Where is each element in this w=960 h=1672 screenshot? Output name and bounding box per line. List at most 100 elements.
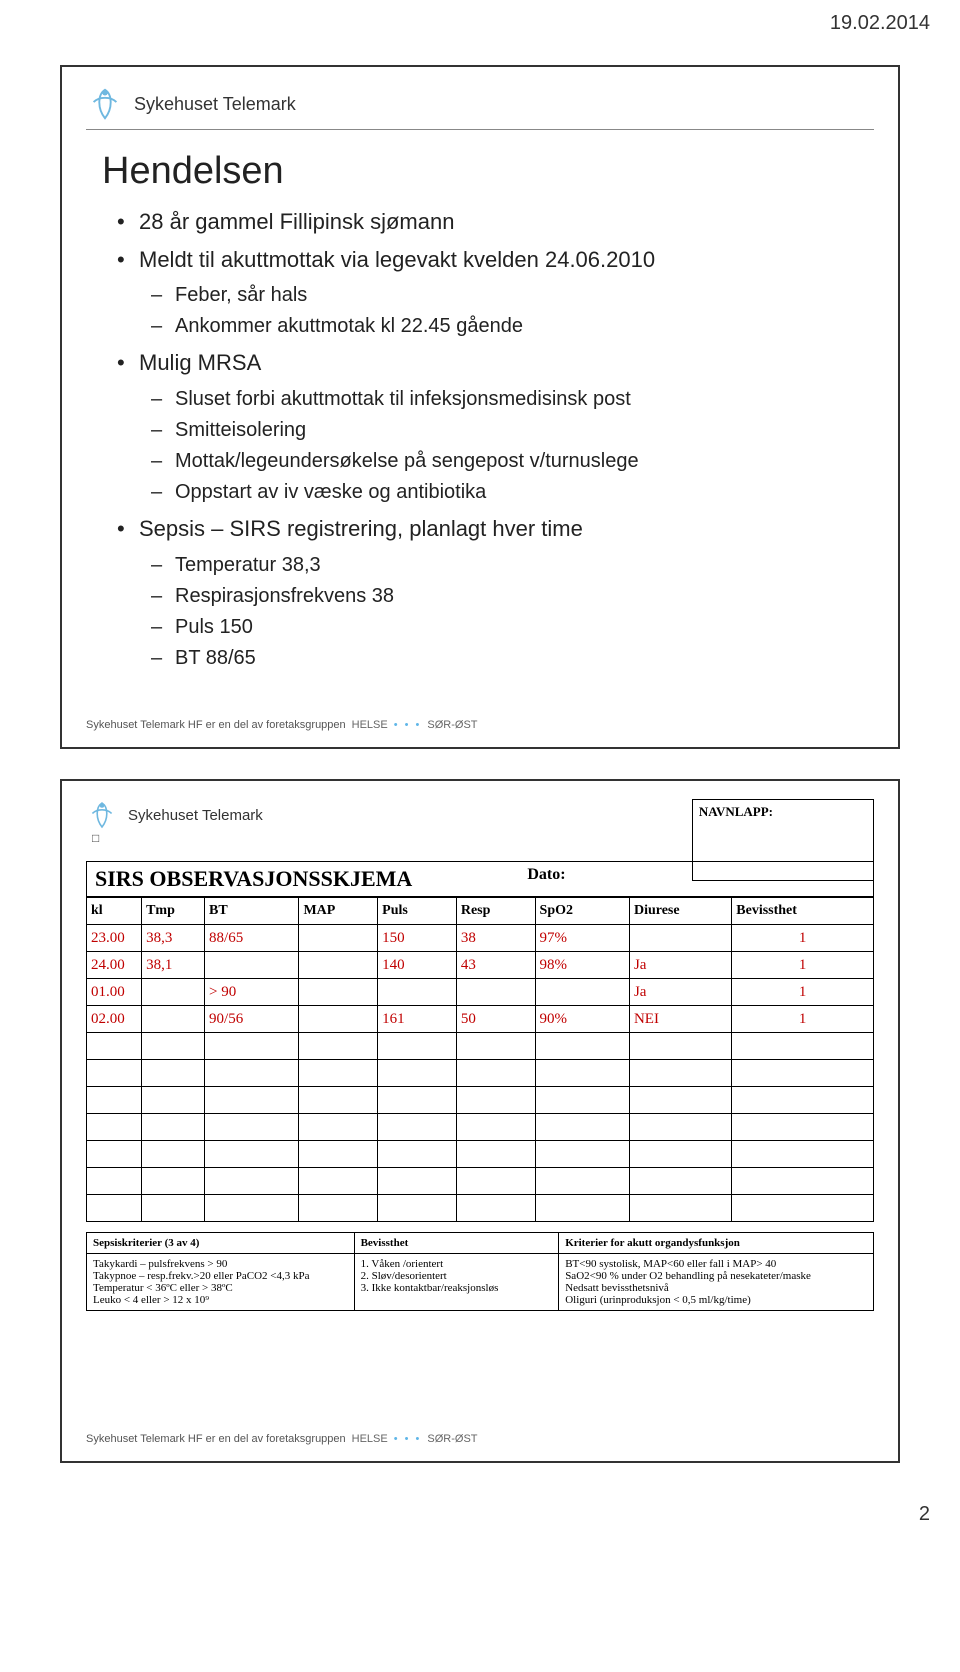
crit-head-3: Kriterier for akutt organdysfunksjon: [559, 1233, 874, 1254]
cell: Ja: [629, 979, 731, 1006]
bullet: Meldt til akuttmottak via legevakt kveld…: [117, 245, 843, 275]
cell: 140: [378, 952, 457, 979]
logo-text: Sykehuset Telemark: [134, 94, 296, 115]
form-title: SIRS OBSERVASJONSSKJEMA: [95, 866, 412, 892]
hospital-logo-icon: [86, 85, 124, 123]
bullet: Ankommer akuttmotak kl 22.45 gående: [117, 313, 843, 340]
cell: 38,1: [142, 952, 205, 979]
cell: 98%: [535, 952, 629, 979]
cell: [299, 979, 378, 1006]
logo: Sykehuset Telemark: [86, 85, 874, 123]
cell: [378, 979, 457, 1006]
bullet-list: 28 år gammel Fillipinsk sjømann Meldt ti…: [62, 207, 898, 672]
divider: [86, 129, 874, 130]
cell: 1: [732, 979, 874, 1006]
criteria-table: Sepsiskriterier (3 av 4) Bevissthet Krit…: [86, 1232, 874, 1311]
table-row: [87, 1141, 874, 1168]
cell: [535, 979, 629, 1006]
table-row: 23.00 38,3 88/65 150 38 97% 1: [87, 925, 874, 952]
table-row: 02.00 90/56 161 50 90% NEI 1: [87, 1006, 874, 1033]
col-spo2: SpO2: [535, 898, 629, 925]
cell: 161: [378, 1006, 457, 1033]
table-row: [87, 1168, 874, 1195]
footer-text: Sykehuset Telemark HF er en del av foret…: [86, 1433, 346, 1445]
bullet: Sepsis – SIRS registrering, planlagt hve…: [117, 514, 843, 544]
bullet: Oppstart av iv væske og antibiotika: [117, 479, 843, 506]
observation-table: kl Tmp BT MAP Puls Resp SpO2 Diurese Bev…: [86, 897, 874, 1222]
cell: 38: [456, 925, 535, 952]
cell: [629, 925, 731, 952]
cell: > 90: [205, 979, 299, 1006]
crit-cell-2: 1. Våken /orientert 2. Sløv/desorientert…: [354, 1254, 559, 1311]
bullet: Mottak/legeundersøkelse på sengepost v/t…: [117, 448, 843, 475]
cell: 43: [456, 952, 535, 979]
col-puls: Puls: [378, 898, 457, 925]
cell: 88/65: [205, 925, 299, 952]
bullet: Respirasjonsfrekvens 38: [117, 583, 843, 610]
bullet: BT 88/65: [117, 645, 843, 672]
table-row: 01.00 > 90 Ja 1: [87, 979, 874, 1006]
bullet: Temperatur 38,3: [117, 552, 843, 579]
cell: [205, 952, 299, 979]
col-kl: kl: [87, 898, 142, 925]
bullet: Mulig MRSA: [117, 348, 843, 378]
crit-cell-1: Takykardi – pulsfrekvens > 90 Takypnoe –…: [87, 1254, 355, 1311]
footer-sorost: SØR-ØST: [427, 719, 477, 731]
cell: 97%: [535, 925, 629, 952]
cell: 02.00: [87, 1006, 142, 1033]
table-row: [87, 1087, 874, 1114]
cell: NEI: [629, 1006, 731, 1033]
slide-1: Sykehuset Telemark Hendelsen 28 år gamme…: [60, 65, 900, 749]
logo-text: Sykehuset Telemark: [128, 807, 263, 824]
cell: 24.00: [87, 952, 142, 979]
col-tmp: Tmp: [142, 898, 205, 925]
col-resp: Resp: [456, 898, 535, 925]
footer-helse: HELSE: [352, 1433, 388, 1445]
cell: [456, 979, 535, 1006]
page-number: 2: [0, 1493, 960, 1546]
bullet: Puls 150: [117, 614, 843, 641]
cell: 01.00: [87, 979, 142, 1006]
col-bevissthet: Bevissthet: [732, 898, 874, 925]
table-row: [87, 1060, 874, 1087]
bullet: Feber, sår hals: [117, 282, 843, 309]
table-row: [87, 1114, 874, 1141]
cell: [299, 952, 378, 979]
page-date: 19.02.2014: [0, 0, 960, 35]
cell: 90/56: [205, 1006, 299, 1033]
table-row: 24.00 38,1 140 43 98% Ja 1: [87, 952, 874, 979]
table-row: [87, 1195, 874, 1222]
cell: 150: [378, 925, 457, 952]
crit-head-2: Bevissthet: [354, 1233, 559, 1254]
footer-sorost: SØR-ØST: [427, 1433, 477, 1445]
col-map: MAP: [299, 898, 378, 925]
cell: [142, 979, 205, 1006]
cell: 1: [732, 952, 874, 979]
hospital-logo-icon: [86, 799, 118, 831]
crit-head-1: Sepsiskriterier (3 av 4): [87, 1233, 355, 1254]
dato-label: Dato:: [527, 866, 565, 883]
crit-cell-3: BT<90 systolisk, MAP<60 eller fall i MAP…: [559, 1254, 874, 1311]
cell: 1: [732, 1006, 874, 1033]
col-diurese: Diurese: [629, 898, 731, 925]
dots-icon: • • •: [394, 719, 422, 731]
dots-icon: • • •: [394, 1433, 422, 1445]
cell: [299, 1006, 378, 1033]
cell: Ja: [629, 952, 731, 979]
cell: 90%: [535, 1006, 629, 1033]
bullet: Smitteisolering: [117, 417, 843, 444]
slide-2: NAVNLAPP: Sykehuset Telemark □ SIRS OBSE…: [60, 779, 900, 1463]
slide-footer: Sykehuset Telemark HF er en del av foret…: [86, 719, 478, 731]
cell: 38,3: [142, 925, 205, 952]
cell: [299, 925, 378, 952]
bullet: Sluset forbi akuttmottak til infeksjonsm…: [117, 386, 843, 413]
footer-helse: HELSE: [352, 719, 388, 731]
slide-title: Hendelsen: [62, 136, 898, 199]
cell: 1: [732, 925, 874, 952]
table-row: [87, 1033, 874, 1060]
cell: [142, 1006, 205, 1033]
footer-text: Sykehuset Telemark HF er en del av foret…: [86, 719, 346, 731]
bullet: 28 år gammel Fillipinsk sjømann: [117, 207, 843, 237]
slide-footer: Sykehuset Telemark HF er en del av foret…: [86, 1433, 478, 1445]
cell: 50: [456, 1006, 535, 1033]
